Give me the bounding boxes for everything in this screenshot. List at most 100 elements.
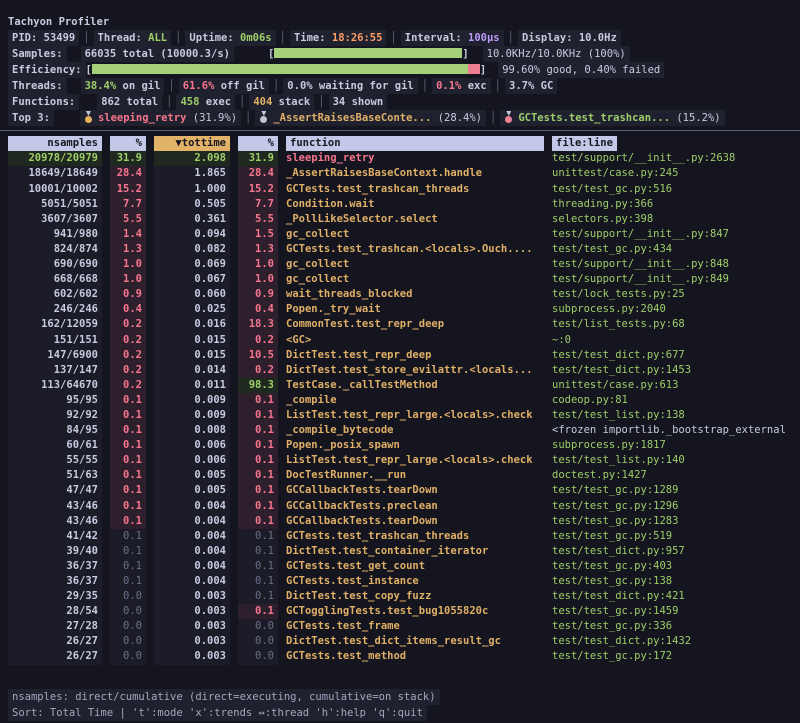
cell-function: sleeping_retry: [286, 152, 375, 165]
column-header-nsamples[interactable]: nsamples: [8, 136, 102, 152]
cell-tottime: 1.865: [154, 166, 230, 182]
cell-pct: 0.4: [110, 302, 146, 318]
table-row[interactable]: 5051/5051 7.7 0.505 7.7 Condition.wait thread…: [0, 196, 800, 212]
functions-stat-2-text: stack: [272, 96, 311, 108]
cell-function: GCTests.test_trashcan.<locals>.Ouch....: [286, 242, 533, 255]
status-pid-value: 53499: [43, 32, 76, 44]
cell-function: GCTests.test_frame: [286, 620, 400, 633]
column-header-fileline[interactable]: file:line: [552, 136, 617, 152]
separator-pipe: │: [166, 96, 173, 108]
table-row[interactable]: 26/27 0.0 0.003 0.0 GCTests.test_method test/…: [0, 649, 800, 665]
table-row[interactable]: 147/6900 0.2 0.015 10.5 DictTest.test_repr_d…: [0, 347, 800, 363]
cell-cumpct: 0.1: [238, 589, 278, 605]
threads-stat-1: 61.6% off gil: [178, 78, 269, 94]
table-row[interactable]: 941/980 1.4 0.094 1.5 gc_collect test/support…: [0, 226, 800, 242]
cell-tottime: 0.006: [154, 438, 230, 454]
table-row[interactable]: 36/37 0.1 0.004 0.1 GCTests.test_get_count te…: [0, 558, 800, 575]
table-row[interactable]: 18649/18649 28.4 1.865 28.4 _AssertRaisesBas…: [0, 166, 800, 182]
cell-tottime: 0.004: [154, 498, 230, 514]
cell-tottime: 1.000: [154, 181, 230, 197]
cell-function: wait_threads_blocked: [286, 288, 413, 301]
cell-pct: 1.0: [110, 257, 146, 273]
cell-pct: 0.1: [110, 423, 146, 439]
table-row[interactable]: 246/246 0.4 0.025 0.4 Popen._try_wait subproc…: [0, 302, 800, 318]
column-header-tottime[interactable]: ▼tottime: [154, 136, 230, 152]
cell-nsamples: 84/95: [8, 423, 102, 439]
functions-stat-3-value: 34: [332, 96, 346, 108]
separator-pipe: │: [318, 96, 325, 108]
column-header-[interactable]: %: [238, 136, 278, 152]
cell-cumpct: 0.2: [238, 332, 278, 348]
samples-label: Samples:: [8, 46, 67, 62]
cell-nsamples: 43/46: [8, 513, 102, 529]
cell-file: test/test_dict.py:957: [552, 544, 685, 557]
cell-pct: 0.1: [110, 513, 146, 529]
cell-function: gc_collect: [286, 273, 350, 286]
cell-function: gc_collect: [286, 227, 350, 240]
table-row[interactable]: 92/92 0.1 0.009 0.1 ListTest.test_repr_large…: [0, 407, 800, 424]
cell-tottime: 0.003: [154, 634, 230, 650]
functions-stat-1-value: 458: [180, 96, 200, 108]
cell-nsamples: 113/64670: [8, 377, 102, 393]
cell-pct: 0.1: [110, 392, 146, 408]
separator-pipe: │: [494, 80, 501, 92]
threads-stat-2-text: waiting for gil: [312, 80, 414, 92]
table-row[interactable]: 10001/10002 15.2 1.000 15.2 GCTests.test_tra…: [0, 181, 800, 197]
cell-nsamples: 3607/3607: [8, 211, 102, 227]
table-row[interactable]: 43/46 0.1 0.004 0.1 GCCallbackTests.tearDown…: [0, 513, 800, 529]
cell-cumpct: 0.1: [238, 407, 278, 424]
cell-pct: 1.0: [110, 272, 146, 288]
table-row[interactable]: 162/12059 0.2 0.016 18.3 CommonTest.test_rep…: [0, 317, 800, 333]
cell-file: test/test_dict.py:421: [552, 590, 685, 603]
cell-pct: 0.2: [110, 347, 146, 363]
table-row[interactable]: 47/47 0.1 0.005 0.1 GCCallbackTests.tearDown…: [0, 483, 800, 499]
table-row[interactable]: 36/37 0.1 0.004 0.1 GCTests.test_instance tes…: [0, 574, 800, 590]
table-row[interactable]: 51/63 0.1 0.005 0.1 DocTestRunner.__run docte…: [0, 468, 800, 484]
table-row[interactable]: 39/40 0.1 0.004 0.1 DictTest.test_container_…: [0, 543, 800, 559]
functions-stat-2-value: 404: [253, 96, 273, 108]
table-row[interactable]: 824/874 1.3 0.082 1.3 GCTests.test_trashcan.…: [0, 241, 800, 258]
table-row[interactable]: 60/61 0.1 0.006 0.1 Popen._posix_spawn subpro…: [0, 438, 800, 454]
cell-function: GCTests.test_instance: [286, 575, 419, 588]
table-row[interactable]: 3607/3607 5.5 0.361 5.5 _PollLikeSelector.se…: [0, 211, 800, 227]
table-row[interactable]: 602/602 0.9 0.060 0.9 wait_threads_blocked te…: [0, 287, 800, 303]
table-row[interactable]: 84/95 0.1 0.008 0.1 _compile_bytecode <frozen…: [0, 423, 800, 439]
cell-tottime: 0.094: [154, 226, 230, 242]
cell-pct: 0.0: [110, 649, 146, 665]
cell-tottime: 0.082: [154, 241, 230, 258]
table-row[interactable]: 29/35 0.0 0.003 0.1 DictTest.test_copy_fuzz t…: [0, 589, 800, 605]
table-row[interactable]: 28/54 0.0 0.003 0.1 GCTogglingTests.test_bug…: [0, 604, 800, 620]
status-pid: PID: 53499: [8, 30, 80, 46]
threads-stat-0-value: 38.4%: [84, 80, 117, 92]
cell-cumpct: 0.0: [238, 634, 278, 650]
table-row[interactable]: 43/46 0.1 0.004 0.1 GCCallbackTests.preclean…: [0, 498, 800, 514]
table-row[interactable]: 668/668 1.0 0.067 1.0 gc_collect test/support…: [0, 272, 800, 288]
cell-function: GCTests.test_trashcan_threads: [286, 182, 470, 195]
functions-stat-1: 458 exec: [176, 94, 236, 110]
cell-cumpct: 5.5: [238, 211, 278, 227]
table-row[interactable]: 26/27 0.0 0.003 0.0 DictTest.test_dict_items…: [0, 634, 800, 650]
table-row[interactable]: 20978/20979 31.9 2.098 31.9 sleeping_retry te…: [0, 151, 800, 167]
status-display-value: 10.0Hz: [578, 32, 617, 44]
threads-stat-2: 0.0% waiting for gil: [283, 78, 418, 94]
table-row[interactable]: 27/28 0.0 0.003 0.0 GCTests.test_frame test/t…: [0, 619, 800, 635]
cell-pct: 0.1: [110, 574, 146, 590]
column-header-function[interactable]: function: [286, 136, 544, 152]
table-row[interactable]: 151/151 0.2 0.015 0.2 <GC> ~:0: [0, 332, 800, 348]
table-row[interactable]: 95/95 0.1 0.009 0.1 _compile codeop.py:81: [0, 392, 800, 408]
column-header-[interactable]: %: [110, 136, 146, 152]
cell-nsamples: 151/151: [8, 332, 102, 348]
footer: nsamples: direct/cumulative (direct=exec…: [0, 688, 800, 721]
table-row[interactable]: 137/147 0.2 0.014 0.2 DictTest.test_store_ev…: [0, 362, 800, 378]
table-row[interactable]: 113/64670 0.2 0.011 98.3 TestCase._callTestM…: [0, 377, 800, 393]
top3-label: Top 3:: [8, 110, 54, 126]
cell-tottime: 0.004: [154, 543, 230, 559]
cell-file: test/test_gc.py:172: [552, 650, 673, 663]
table-row[interactable]: 41/42 0.1 0.004 0.1 GCTests.test_trashcan_th…: [0, 528, 800, 544]
cell-pct: 0.2: [110, 332, 146, 348]
table-row[interactable]: 690/690 1.0 0.069 1.0 gc_collect test/support…: [0, 257, 800, 273]
cell-nsamples: 824/874: [8, 241, 102, 258]
cell-function: GCTests.test_get_count: [286, 559, 426, 572]
table-row[interactable]: 55/55 0.1 0.006 0.1 ListTest.test_repr_large…: [0, 453, 800, 469]
cell-function: ListTest.test_repr_large.<locals>.check: [286, 408, 533, 421]
